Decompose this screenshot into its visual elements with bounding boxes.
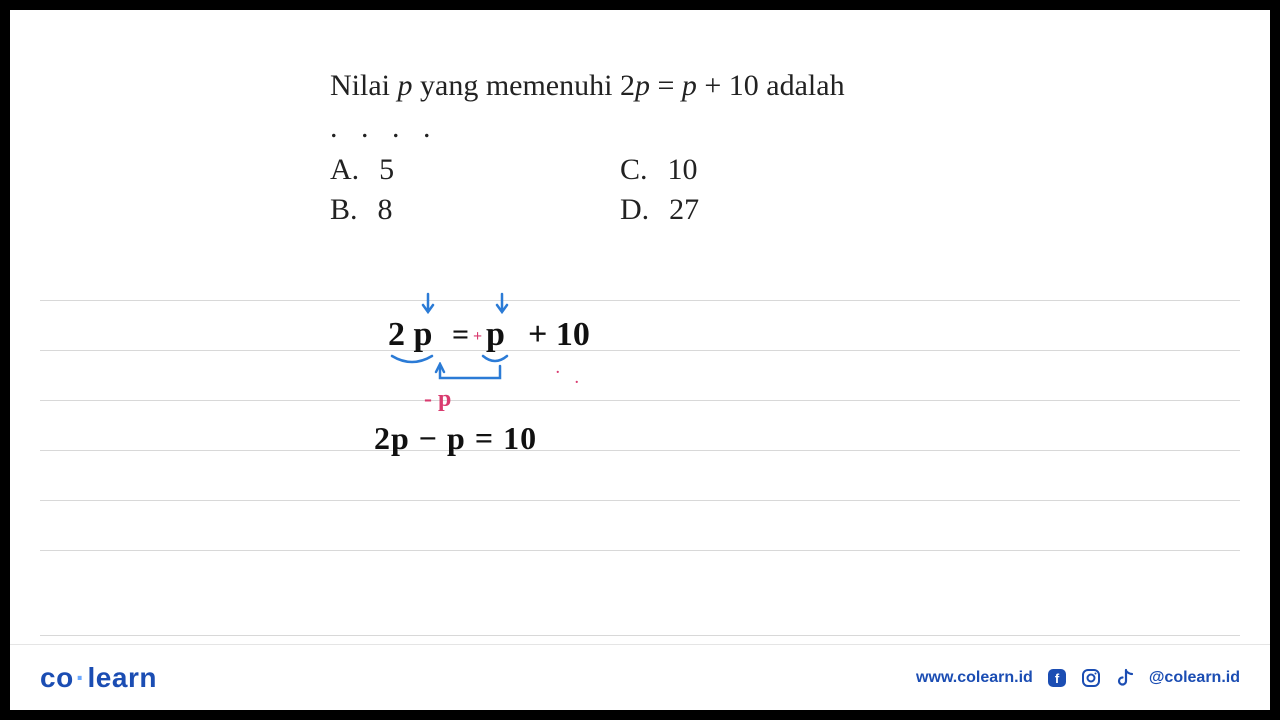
- choice-b-value: 8: [378, 193, 393, 227]
- hw-line1-plus10: + 10: [528, 316, 590, 354]
- footer: co·learn www.colearn.id f @colearn.id: [10, 644, 1270, 710]
- footer-handle: @colearn.id: [1149, 669, 1240, 687]
- paper-line: [40, 300, 1240, 301]
- question-block: Nilai p yang memenuhi 2p = p + 10 adalah…: [330, 65, 1030, 227]
- choice-b-label: B.: [330, 193, 358, 227]
- hw-line1-p: p: [486, 316, 505, 354]
- paper-line: [40, 500, 1240, 501]
- tiktok-icon: [1115, 668, 1135, 688]
- paper-line: [40, 550, 1240, 551]
- q-mid: yang memenuhi 2: [413, 69, 635, 102]
- facebook-icon: f: [1047, 668, 1067, 688]
- q-var1: p: [398, 69, 413, 102]
- question-text: Nilai p yang memenuhi 2p = p + 10 adalah: [330, 65, 1030, 107]
- footer-right: www.colearn.id f @colearn.id: [916, 668, 1240, 688]
- hw-dot: .: [556, 362, 560, 378]
- logo-dot: ·: [76, 662, 86, 693]
- choices-grid: A. 5 C. 10 B. 8 D. 27: [330, 153, 1030, 227]
- hw-line1-plus-small: +: [473, 328, 482, 346]
- instagram-icon: [1081, 668, 1101, 688]
- choice-a-value: 5: [379, 153, 394, 187]
- q-prefix: Nilai: [330, 69, 398, 102]
- hw-line2: 2p − p = 10: [374, 420, 537, 457]
- footer-url: www.colearn.id: [916, 669, 1033, 687]
- arrow-down-icon: [492, 292, 512, 318]
- lined-paper: [40, 300, 1240, 630]
- paper-line: [40, 350, 1240, 351]
- q-tail: + 10 adalah: [697, 69, 845, 102]
- logo-learn: learn: [88, 662, 157, 693]
- choice-a: A. 5: [330, 153, 620, 187]
- hw-minus-p: - p: [424, 386, 451, 413]
- arrow-down-icon: [418, 292, 438, 318]
- choice-b: B. 8: [330, 193, 620, 227]
- paper-line: [40, 400, 1240, 401]
- q-eq: =: [650, 69, 682, 102]
- svg-text:f: f: [1055, 671, 1060, 686]
- hw-line1-2p: 2 p: [388, 316, 432, 354]
- frame: Nilai p yang memenuhi 2p = p + 10 adalah…: [10, 10, 1270, 710]
- paper-line: [40, 635, 1240, 636]
- logo-co: co: [40, 662, 74, 693]
- hw-dot: .: [575, 372, 579, 388]
- choice-c-value: 10: [668, 153, 698, 187]
- logo: co·learn: [40, 662, 157, 694]
- question-dots: . . . .: [330, 111, 1030, 145]
- q-var3: p: [682, 69, 697, 102]
- paper-line: [40, 450, 1240, 451]
- choice-c: C. 10: [620, 153, 910, 187]
- choice-d-label: D.: [620, 193, 649, 227]
- choice-c-label: C.: [620, 153, 648, 187]
- choice-d: D. 27: [620, 193, 910, 227]
- choice-a-label: A.: [330, 153, 359, 187]
- hw-line1-eq: =: [452, 318, 469, 352]
- q-var2: p: [635, 69, 650, 102]
- choice-d-value: 27: [669, 193, 699, 227]
